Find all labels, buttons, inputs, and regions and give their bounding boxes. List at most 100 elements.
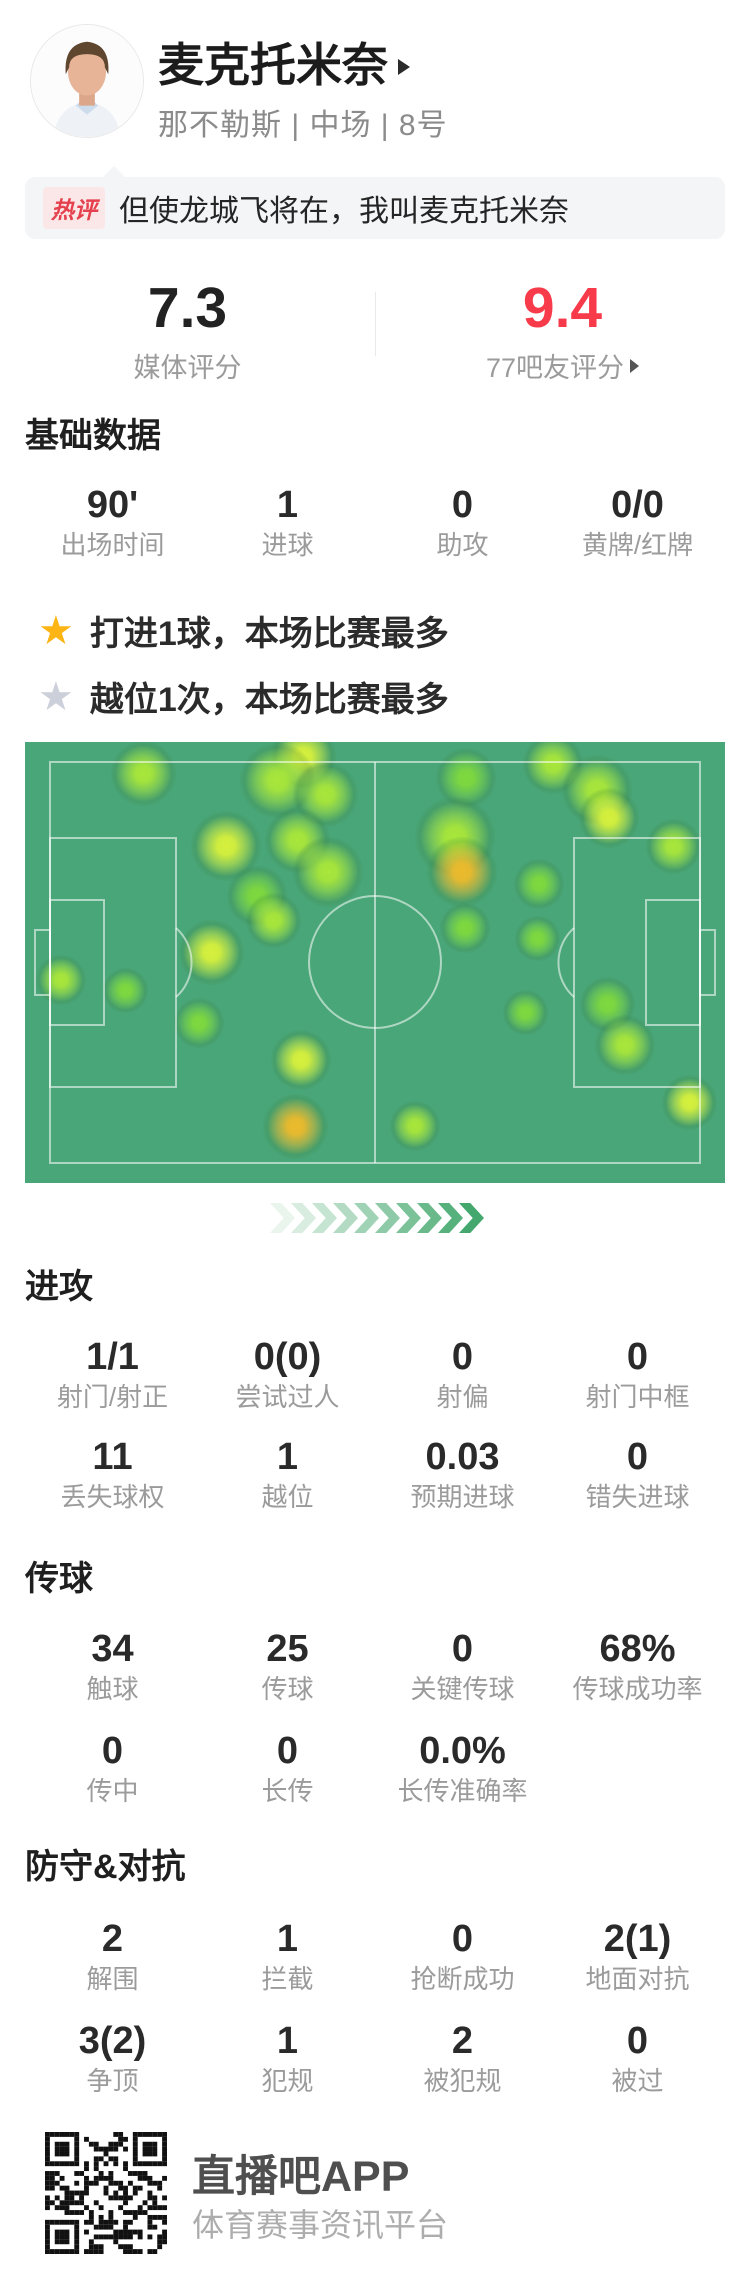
heat-spot <box>262 1093 328 1159</box>
stat-label: 射门中框 <box>585 1382 690 1412</box>
stat-cell: 34 触球 <box>25 1628 200 1705</box>
footer-branding: 直播吧APP 体育赛事资讯平台 <box>192 2152 448 2244</box>
stat-cell: 2 解围 <box>25 1918 200 1995</box>
hot-comment-text: 但使龙城飞将在，我叫麦克托米奈 <box>119 195 569 228</box>
stat-value: 0 <box>626 1336 649 1378</box>
stat-label: 射偏 <box>436 1382 489 1412</box>
stat-label: 抢断成功 <box>410 1964 515 1994</box>
stat-value: 2 <box>451 2020 474 2062</box>
fans-rating[interactable]: 9.4 77吧友评分 <box>375 276 750 386</box>
stat-value: 0 <box>451 1918 474 1960</box>
stat-label: 触球 <box>86 1674 139 1704</box>
section-title-passing: 传球 <box>25 1560 93 1598</box>
caret-right-icon <box>630 358 640 373</box>
stat-cell: 0 传中 <box>25 1730 200 1807</box>
pitch-markings <box>34 761 716 1164</box>
stat-cell: 1 拦截 <box>200 1918 375 1995</box>
stat-cell-empty <box>550 1730 725 1807</box>
stat-cell: 2(1) 地面对抗 <box>550 1918 725 1995</box>
caret-right-icon <box>398 59 410 75</box>
ratings-divider <box>375 292 376 356</box>
stat-value: 0 <box>276 1730 299 1772</box>
highlight-text: 打进1球，本场比赛最多 <box>89 615 449 653</box>
stat-cell: 25 传球 <box>200 1628 375 1705</box>
stat-value: 90' <box>86 484 139 526</box>
stat-label: 长传 <box>261 1776 314 1806</box>
qr-code <box>45 2132 167 2254</box>
stat-label: 助攻 <box>436 530 489 560</box>
defense-stats-row-1: 2 解围 1 拦截 0 抢断成功 2(1) 地面对抗 <box>25 1918 725 1995</box>
stat-cell: 0/0 黄牌/红牌 <box>550 484 725 561</box>
stat-cell: 1 犯规 <box>200 2020 375 2097</box>
stat-value: 0.03 <box>425 1436 500 1478</box>
stat-label: 出场时间 <box>60 530 165 560</box>
stat-cell: 1 进球 <box>200 484 375 561</box>
fans-rating-value: 9.4 <box>522 276 603 340</box>
attack-stats-row-1: 1/1 射门/射正 0(0) 尝试过人 0 射偏 0 射门中框 <box>25 1336 725 1413</box>
highlight-text: 越位1次，本场比赛最多 <box>89 681 449 719</box>
stat-label: 争顶 <box>86 2066 139 2096</box>
heat-spot <box>102 967 148 1013</box>
bubble-pointer <box>103 166 125 177</box>
stat-cell: 1/1 射门/射正 <box>25 1336 200 1413</box>
stat-value: 1/1 <box>86 1336 139 1378</box>
stat-cell: 0(0) 尝试过人 <box>200 1336 375 1413</box>
stat-label: 地面对抗 <box>585 1964 690 1994</box>
stat-label: 错失进球 <box>585 1482 690 1512</box>
hot-comment-badge: 热评 <box>43 187 105 229</box>
heat-spot <box>174 998 224 1048</box>
avatar-photo <box>31 25 143 137</box>
stat-cell: 0 关键传球 <box>375 1628 550 1705</box>
stat-value: 68% <box>599 1628 676 1670</box>
stat-cell: 11 丢失球权 <box>25 1436 200 1513</box>
stat-value: 0 <box>451 484 474 526</box>
stat-value: 0 <box>626 1436 649 1478</box>
heat-spot <box>661 1074 717 1130</box>
hot-comment-bubble[interactable]: 热评 但使龙城飞将在，我叫麦克托米奈 <box>25 166 725 239</box>
stat-value: 0 <box>451 1336 474 1378</box>
stat-cell: 0 长传 <box>200 1730 375 1807</box>
stat-label: 拦截 <box>261 1964 314 1994</box>
heat-spot <box>36 955 86 1005</box>
stat-cell: 90' 出场时间 <box>25 484 200 561</box>
stat-label: 预期进球 <box>410 1482 515 1512</box>
stat-value: 11 <box>92 1436 133 1478</box>
stat-label: 传球 <box>261 1674 314 1704</box>
stat-label: 传中 <box>86 1776 139 1806</box>
star-gray-icon: ★ <box>38 674 74 719</box>
player-avatar[interactable] <box>30 24 144 138</box>
media-rating-label: 媒体评分 <box>133 353 242 383</box>
stat-cell: 0 错失进球 <box>550 1436 725 1513</box>
stat-value: 0 <box>101 1730 124 1772</box>
stat-cell: 68% 传球成功率 <box>550 1628 725 1705</box>
stat-value: 3(2) <box>78 2020 147 2062</box>
stat-label: 丢失球权 <box>60 1482 165 1512</box>
stat-label: 越位 <box>261 1482 314 1512</box>
heat-spot <box>645 818 701 874</box>
stat-label: 长传准确率 <box>397 1776 528 1806</box>
chevron-divider <box>0 1203 750 1233</box>
chevron-icon <box>270 1203 295 1233</box>
player-name-row[interactable]: 麦克托米奈 <box>158 40 410 90</box>
pitch-heatmap <box>25 742 725 1183</box>
stat-label: 传球成功率 <box>572 1674 703 1704</box>
ratings-row: 7.3 媒体评分 9.4 77吧友评分 <box>0 276 750 386</box>
stat-cell: 3(2) 争顶 <box>25 2020 200 2097</box>
stat-value: 1 <box>276 484 299 526</box>
stat-label: 犯规 <box>261 2066 314 2096</box>
stat-value: 0.0% <box>419 1730 506 1772</box>
stat-value: 0/0 <box>611 484 664 526</box>
fans-rating-label: 77吧友评分 <box>485 353 625 383</box>
app-tagline: 体育赛事资讯平台 <box>192 2207 449 2243</box>
stat-label: 被犯规 <box>423 2066 502 2096</box>
stat-label: 解围 <box>86 1964 139 1994</box>
stat-cell: 0 被过 <box>550 2020 725 2097</box>
stat-cell: 0 射门中框 <box>550 1336 725 1413</box>
stat-cell: 1 越位 <box>200 1436 375 1513</box>
team-position-number: 那不勒斯 | 中场 | 8号 <box>158 109 448 142</box>
stat-value: 0 <box>626 2020 649 2062</box>
stat-value: 0(0) <box>253 1336 322 1378</box>
heat-spot <box>440 903 490 953</box>
passing-stats-row-1: 34 触球 25 传球 0 关键传球 68% 传球成功率 <box>25 1628 725 1705</box>
